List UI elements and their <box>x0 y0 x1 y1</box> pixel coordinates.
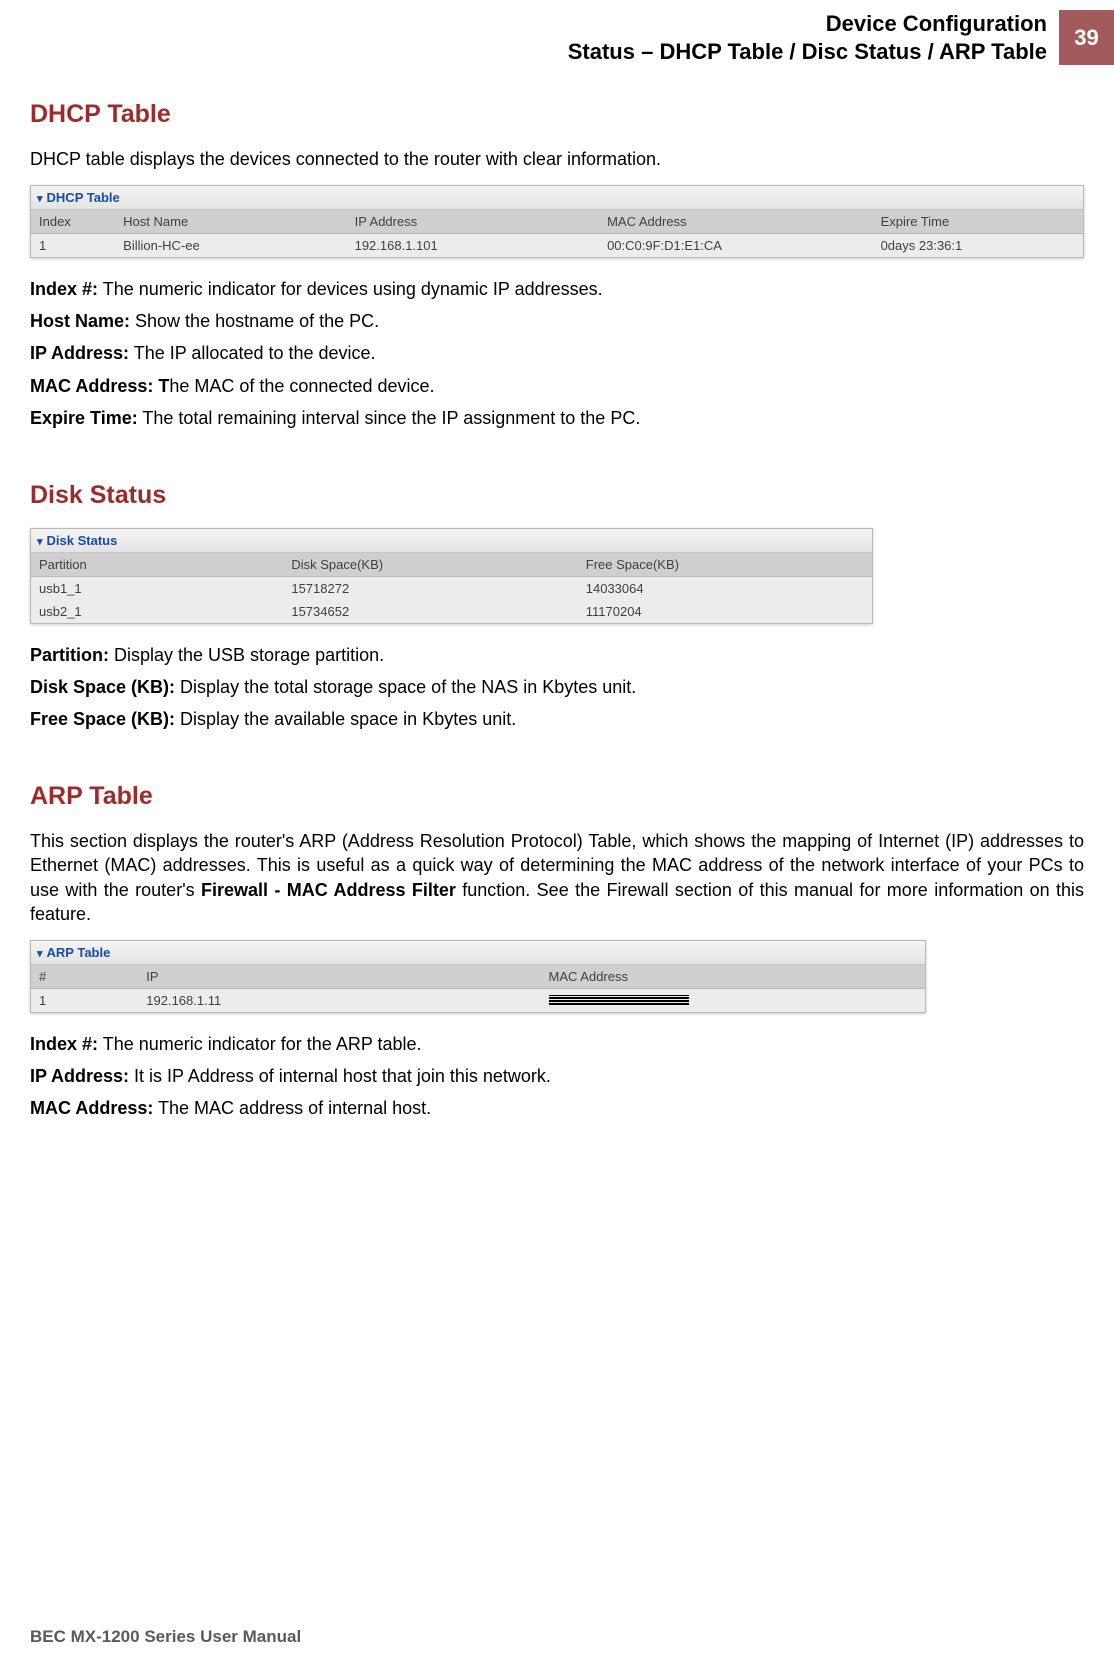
definition-desc: he MAC of the connected device. <box>169 376 434 396</box>
definition-line: IP Address: The IP allocated to the devi… <box>30 340 1084 366</box>
definition-line: Partition: Display the USB storage parti… <box>30 642 1084 668</box>
table-row: usb2_11573465211170204 <box>31 600 872 623</box>
header-line1: Device Configuration <box>568 10 1047 38</box>
column-header: IP Address <box>347 210 599 234</box>
dhcp-panel-header: DHCP Table <box>31 186 1083 210</box>
table-row: usb1_11571827214033064 <box>31 576 872 600</box>
column-header: Host Name <box>115 210 346 234</box>
table-cell: 14033064 <box>578 576 872 600</box>
table-row: 1192.168.1.11 <box>31 989 925 1013</box>
dhcp-panel: DHCP Table IndexHost NameIP AddressMAC A… <box>30 185 1084 258</box>
dhcp-table: IndexHost NameIP AddressMAC AddressExpir… <box>31 210 1083 257</box>
header-titles: Device Configuration Status – DHCP Table… <box>568 10 1059 65</box>
definition-term: MAC Address: <box>30 1098 153 1118</box>
redacted-mac <box>549 995 689 1005</box>
definition-desc: Show the hostname of the PC. <box>130 311 379 331</box>
definition-line: Free Space (KB): Display the available s… <box>30 706 1084 732</box>
table-cell: 0days 23:36:1 <box>873 234 1083 258</box>
definition-term: MAC Address: T <box>30 376 169 396</box>
definition-line: IP Address: It is IP Address of internal… <box>30 1063 1084 1089</box>
table-cell: 192.168.1.11 <box>138 989 540 1013</box>
definition-term: Host Name: <box>30 311 130 331</box>
definition-term: Free Space (KB): <box>30 709 175 729</box>
table-cell: 1 <box>31 989 138 1013</box>
definition-desc: The numeric indicator for the ARP table. <box>98 1034 422 1054</box>
content-area: DHCP Table DHCP table displays the devic… <box>30 100 1084 1172</box>
definition-term: Partition: <box>30 645 109 665</box>
arp-panel: ARP Table #IPMAC Address1192.168.1.11 <box>30 940 926 1013</box>
definition-line: MAC Address: The MAC of the connected de… <box>30 373 1084 399</box>
column-header: Free Space(KB) <box>578 553 872 577</box>
column-header: Disk Space(KB) <box>283 553 577 577</box>
definition-desc: The MAC address of internal host. <box>153 1098 431 1118</box>
disk-heading: Disk Status <box>30 481 1084 510</box>
definition-term: Index #: <box>30 279 98 299</box>
definition-line: MAC Address: The MAC address of internal… <box>30 1095 1084 1121</box>
dhcp-intro: DHCP table displays the devices connecte… <box>30 147 1084 171</box>
disk-panel-header: Disk Status <box>31 529 872 553</box>
disk-table: PartitionDisk Space(KB)Free Space(KB)usb… <box>31 553 872 623</box>
disk-panel: Disk Status PartitionDisk Space(KB)Free … <box>30 528 873 624</box>
definition-desc: Display the available space in Kbytes un… <box>175 709 516 729</box>
column-header: Partition <box>31 553 283 577</box>
disk-definitions: Partition: Display the USB storage parti… <box>30 642 1084 732</box>
table-row: 1Billion-HC-ee192.168.1.10100:C0:9F:D1:E… <box>31 234 1083 258</box>
table-cell: 1 <box>31 234 115 258</box>
column-header: # <box>31 965 138 989</box>
definition-line: Index #: The numeric indicator for the A… <box>30 1031 1084 1057</box>
table-cell <box>541 989 925 1013</box>
definition-desc: The total remaining interval since the I… <box>138 408 641 428</box>
arp-panel-header: ARP Table <box>31 941 925 965</box>
definition-desc: Display the USB storage partition. <box>109 645 384 665</box>
table-cell: usb2_1 <box>31 600 283 623</box>
table-cell: usb1_1 <box>31 576 283 600</box>
definition-term: Expire Time: <box>30 408 138 428</box>
definition-line: Disk Space (KB): Display the total stora… <box>30 674 1084 700</box>
column-header: MAC Address <box>541 965 925 989</box>
definition-term: IP Address: <box>30 1066 129 1086</box>
definition-line: Index #: The numeric indicator for devic… <box>30 276 1084 302</box>
arp-heading: ARP Table <box>30 782 1084 811</box>
arp-intro: This section displays the router's ARP (… <box>30 829 1084 926</box>
arp-table: #IPMAC Address1192.168.1.11 <box>31 965 925 1012</box>
table-cell: 00:C0:9F:D1:E1:CA <box>599 234 873 258</box>
table-cell: 192.168.1.101 <box>347 234 599 258</box>
definition-line: Host Name: Show the hostname of the PC. <box>30 308 1084 334</box>
definition-term: Disk Space (KB): <box>30 677 175 697</box>
definition-line: Expire Time: The total remaining interva… <box>30 405 1084 431</box>
dhcp-definitions: Index #: The numeric indicator for devic… <box>30 276 1084 430</box>
table-cell: 15718272 <box>283 576 577 600</box>
header-line2: Status – DHCP Table / Disc Status / ARP … <box>568 38 1047 66</box>
table-cell: Billion-HC-ee <box>115 234 346 258</box>
definition-desc: The IP allocated to the device. <box>129 343 376 363</box>
column-header: IP <box>138 965 540 989</box>
arp-definitions: Index #: The numeric indicator for the A… <box>30 1031 1084 1121</box>
table-cell: 11170204 <box>578 600 872 623</box>
column-header: Expire Time <box>873 210 1083 234</box>
definition-term: IP Address: <box>30 343 129 363</box>
column-header: Index <box>31 210 115 234</box>
page-number: 39 <box>1059 10 1114 65</box>
footer-text: BEC MX-1200 Series User Manual <box>30 1627 301 1647</box>
definition-desc: It is IP Address of internal host that j… <box>129 1066 551 1086</box>
definition-desc: The numeric indicator for devices using … <box>98 279 603 299</box>
definition-desc: Display the total storage space of the N… <box>175 677 636 697</box>
page-header: Device Configuration Status – DHCP Table… <box>568 10 1114 65</box>
definition-term: Index #: <box>30 1034 98 1054</box>
dhcp-heading: DHCP Table <box>30 100 1084 129</box>
table-cell: 15734652 <box>283 600 577 623</box>
column-header: MAC Address <box>599 210 873 234</box>
